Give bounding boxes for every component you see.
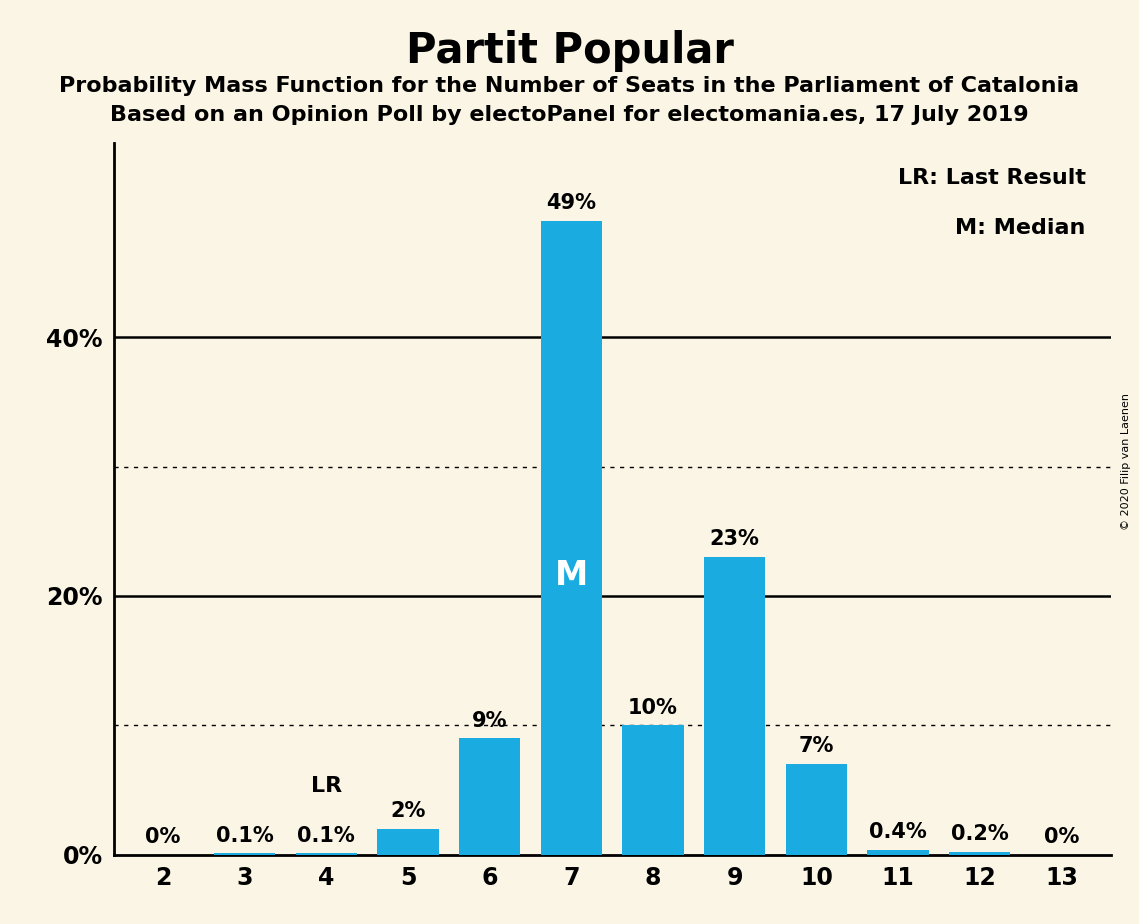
Bar bbox=[377, 829, 439, 855]
Text: LR: Last Result: LR: Last Result bbox=[898, 168, 1085, 188]
Text: LR: LR bbox=[311, 776, 342, 796]
Text: 0.2%: 0.2% bbox=[951, 824, 1009, 845]
Text: 0%: 0% bbox=[1043, 827, 1079, 847]
Text: 0.4%: 0.4% bbox=[869, 821, 927, 842]
Bar bbox=[214, 854, 276, 855]
Text: 9%: 9% bbox=[472, 711, 508, 731]
Text: Based on an Opinion Poll by electoPanel for electomania.es, 17 July 2019: Based on an Opinion Poll by electoPanel … bbox=[110, 105, 1029, 126]
Text: M: M bbox=[555, 559, 588, 592]
Text: 23%: 23% bbox=[710, 529, 760, 550]
Text: Partit Popular: Partit Popular bbox=[405, 30, 734, 71]
Text: 0%: 0% bbox=[146, 827, 181, 847]
Text: 49%: 49% bbox=[547, 193, 597, 213]
Text: 7%: 7% bbox=[798, 736, 834, 757]
Text: © 2020 Filip van Laenen: © 2020 Filip van Laenen bbox=[1121, 394, 1131, 530]
Bar bbox=[949, 852, 1010, 855]
Text: Probability Mass Function for the Number of Seats in the Parliament of Catalonia: Probability Mass Function for the Number… bbox=[59, 76, 1080, 96]
Text: M: Median: M: Median bbox=[956, 218, 1085, 237]
Bar bbox=[868, 849, 928, 855]
Bar bbox=[541, 221, 603, 855]
Text: 10%: 10% bbox=[628, 698, 678, 718]
Bar bbox=[296, 854, 357, 855]
Text: 2%: 2% bbox=[391, 801, 426, 821]
Bar bbox=[704, 557, 765, 855]
Bar bbox=[622, 725, 683, 855]
Text: 0.1%: 0.1% bbox=[215, 826, 273, 845]
Text: 0.1%: 0.1% bbox=[297, 826, 355, 845]
Bar bbox=[786, 764, 847, 855]
Bar bbox=[459, 738, 521, 855]
